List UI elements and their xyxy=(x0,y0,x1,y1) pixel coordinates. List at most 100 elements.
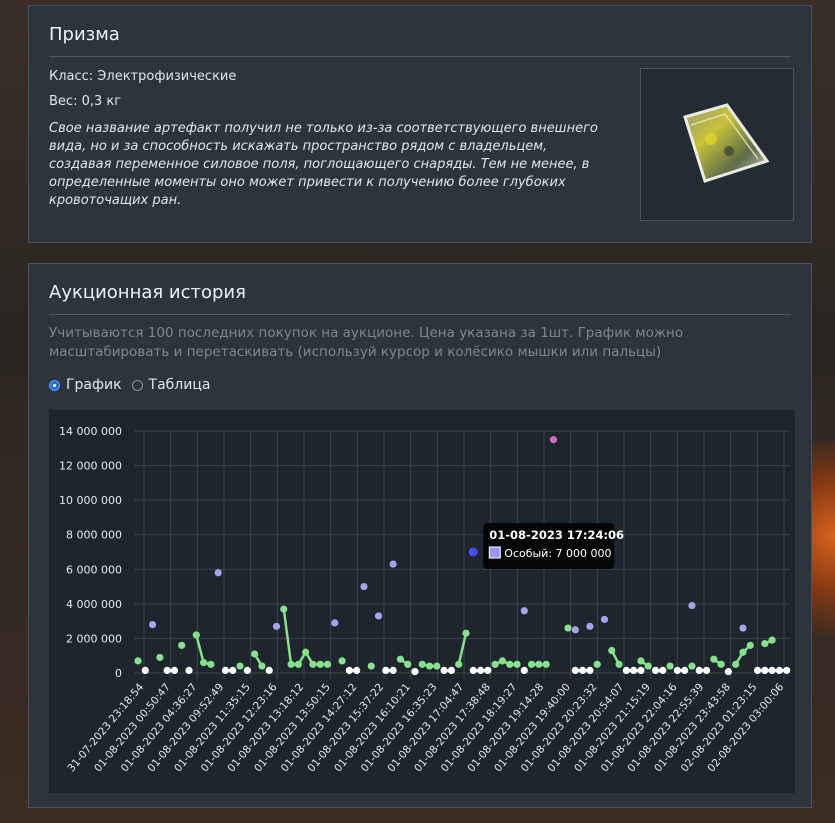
data-point-common[interactable] xyxy=(630,666,638,675)
data-point-uncommon[interactable] xyxy=(323,660,332,668)
data-point-common[interactable] xyxy=(622,666,630,675)
data-point-common[interactable] xyxy=(768,666,776,675)
data-point-common[interactable] xyxy=(185,666,193,675)
data-point-uncommon[interactable] xyxy=(425,662,434,670)
data-point-uncommon[interactable] xyxy=(666,662,674,670)
data-point-uncommon[interactable] xyxy=(309,660,317,668)
data-point-rare[interactable] xyxy=(586,622,594,630)
data-point-uncommon[interactable] xyxy=(513,660,521,668)
data-point-common[interactable] xyxy=(345,666,353,675)
data-point-uncommon[interactable] xyxy=(251,650,259,658)
data-point-uncommon[interactable] xyxy=(207,660,215,668)
data-point-common[interactable] xyxy=(440,666,448,675)
data-point-uncommon[interactable] xyxy=(396,655,404,663)
data-point-uncommon[interactable] xyxy=(564,624,572,632)
data-point-uncommon[interactable] xyxy=(156,653,164,662)
data-point-uncommon[interactable] xyxy=(178,641,186,649)
data-point-uncommon[interactable] xyxy=(294,660,302,668)
price-chart[interactable]: 0 2 000 000 4 000 000 6 000 000 8 000 000 10 … xyxy=(49,410,795,793)
data-point-common[interactable] xyxy=(659,666,667,675)
data-point-uncommon[interactable] xyxy=(535,660,543,668)
data-point-uncommon[interactable] xyxy=(302,648,310,656)
data-point-common[interactable] xyxy=(724,668,733,676)
data-point-common[interactable] xyxy=(673,666,681,675)
data-point-uncommon[interactable] xyxy=(404,660,412,668)
data-point-common[interactable] xyxy=(579,666,587,675)
data-point-uncommon[interactable] xyxy=(418,660,426,668)
data-point-rare[interactable] xyxy=(520,607,528,615)
data-point-rare[interactable] xyxy=(600,615,609,624)
data-point-common[interactable] xyxy=(265,666,273,675)
data-point-uncommon[interactable] xyxy=(768,636,776,644)
data-point-common[interactable] xyxy=(761,666,769,675)
data-point-uncommon[interactable] xyxy=(615,660,623,668)
data-point-common[interactable] xyxy=(586,666,594,675)
data-point-uncommon[interactable] xyxy=(367,662,375,670)
data-point-common[interactable] xyxy=(484,666,492,675)
data-point-common[interactable] xyxy=(520,666,528,675)
data-point-rare[interactable] xyxy=(331,619,339,627)
price-chart-svg[interactable]: 0 2 000 000 4 000 000 6 000 000 8 000 000 10 … xyxy=(49,410,795,793)
data-point-common[interactable] xyxy=(695,666,703,675)
data-point-rare[interactable] xyxy=(739,624,747,632)
data-point-common[interactable] xyxy=(141,666,149,675)
data-point-common[interactable] xyxy=(637,666,645,675)
data-point-common[interactable] xyxy=(651,666,660,675)
data-point-common[interactable] xyxy=(382,666,390,675)
data-point-uncommon[interactable] xyxy=(637,657,645,665)
data-point-rare[interactable] xyxy=(148,621,157,629)
data-point-uncommon[interactable] xyxy=(732,660,740,668)
data-point-uncommon[interactable] xyxy=(498,657,507,665)
data-point-rare[interactable] xyxy=(571,626,579,634)
data-point-uncommon[interactable] xyxy=(688,662,696,670)
data-point-uncommon[interactable] xyxy=(506,660,514,668)
data-point-uncommon[interactable] xyxy=(593,660,601,668)
view-table-radio[interactable]: Таблица xyxy=(131,377,210,393)
data-point-common[interactable] xyxy=(163,666,171,675)
data-point-uncommon[interactable] xyxy=(433,662,441,670)
data-point-uncommon[interactable] xyxy=(462,629,470,637)
data-point-common[interactable] xyxy=(753,666,762,675)
data-point-uncommon[interactable] xyxy=(761,640,769,648)
data-point-common[interactable] xyxy=(389,666,397,675)
data-point-common[interactable] xyxy=(411,668,419,676)
data-point-uncommon[interactable] xyxy=(200,659,208,667)
data-point-uncommon[interactable] xyxy=(710,655,718,663)
data-point-rare[interactable] xyxy=(688,601,696,610)
data-point-uncommon[interactable] xyxy=(236,662,244,670)
data-point-common[interactable] xyxy=(170,666,179,675)
data-point-uncommon[interactable] xyxy=(287,660,295,668)
data-point-common[interactable] xyxy=(476,666,485,675)
data-point-common[interactable] xyxy=(775,666,784,675)
data-point-uncommon[interactable] xyxy=(644,662,652,670)
data-point-uncommon[interactable] xyxy=(258,662,266,670)
data-point-uncommon[interactable] xyxy=(717,660,725,668)
data-point-uncommon[interactable] xyxy=(316,660,324,668)
data-point-uncommon[interactable] xyxy=(528,660,536,668)
data-point-rare[interactable] xyxy=(360,582,368,591)
data-point-common[interactable] xyxy=(353,666,361,675)
data-point-common[interactable] xyxy=(702,666,711,675)
data-point-rare[interactable] xyxy=(272,622,281,630)
data-point-common[interactable] xyxy=(221,666,230,675)
data-point-uncommon[interactable] xyxy=(542,660,550,668)
data-point-common[interactable] xyxy=(243,666,251,675)
view-chart-radio[interactable]: График xyxy=(49,377,122,393)
data-point-uncommon[interactable] xyxy=(491,660,499,668)
data-point-common[interactable] xyxy=(681,666,689,675)
data-point-rare[interactable] xyxy=(468,547,478,557)
data-point-uncommon[interactable] xyxy=(739,648,747,656)
data-point-rare[interactable] xyxy=(214,569,222,577)
data-point-exclusive[interactable] xyxy=(549,436,558,444)
data-point-uncommon[interactable] xyxy=(134,657,142,665)
data-point-uncommon[interactable] xyxy=(608,646,616,655)
data-point-common[interactable] xyxy=(783,666,791,675)
data-point-rare[interactable] xyxy=(389,560,397,568)
data-point-rare[interactable] xyxy=(374,612,383,620)
data-point-common[interactable] xyxy=(229,666,237,675)
data-point-uncommon[interactable] xyxy=(746,641,754,649)
data-point-uncommon[interactable] xyxy=(280,605,288,613)
data-point-uncommon[interactable] xyxy=(192,631,200,639)
data-point-common[interactable] xyxy=(571,666,579,675)
data-point-common[interactable] xyxy=(447,666,456,675)
